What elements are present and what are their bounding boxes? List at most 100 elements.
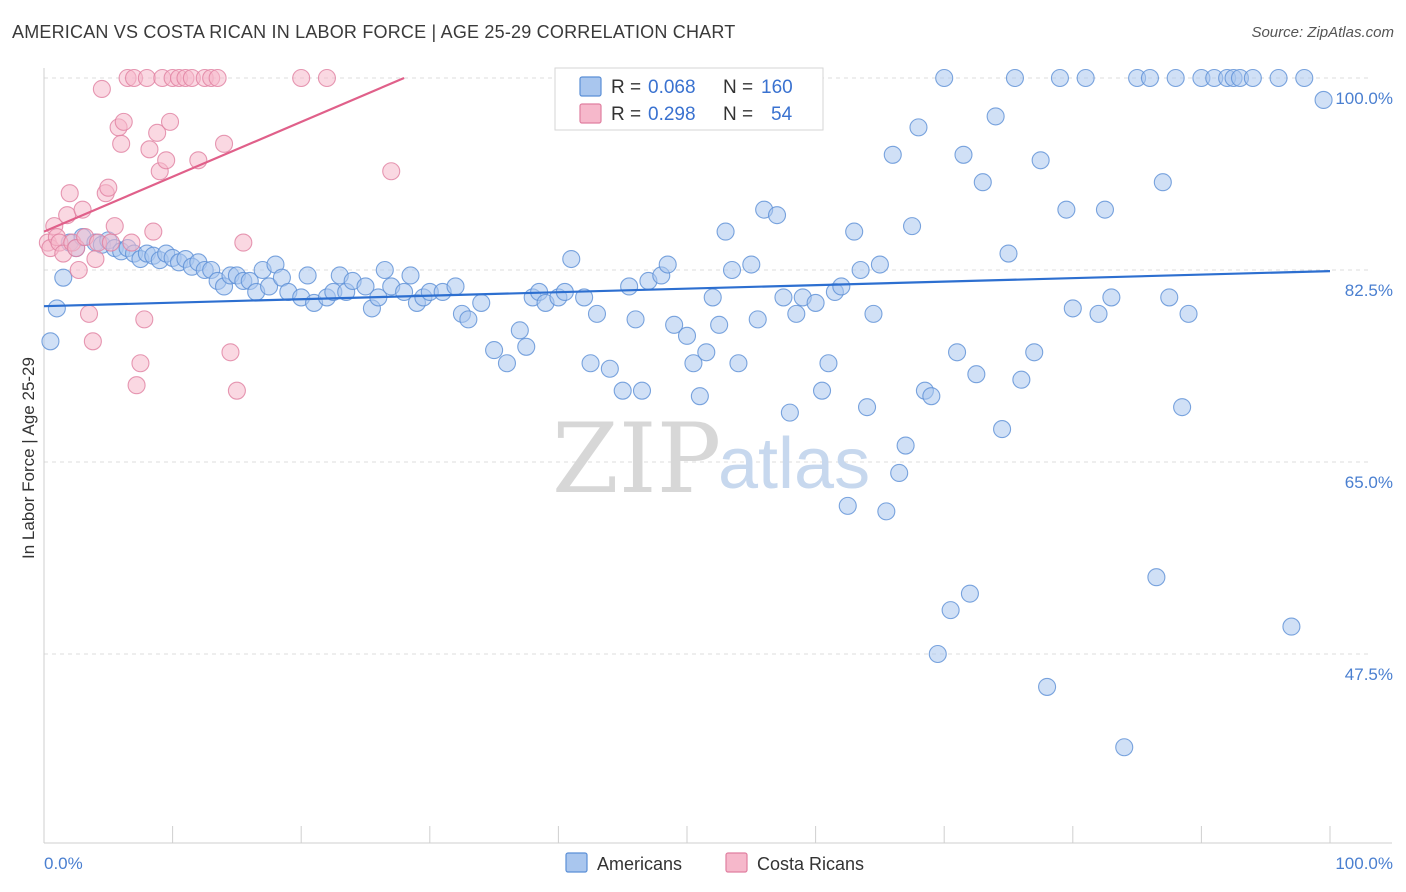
american-point <box>742 255 761 274</box>
american-point <box>1005 68 1024 88</box>
american-point <box>806 293 825 312</box>
costa-rican-point <box>227 381 246 400</box>
y-tick-label: 47.5% <box>1345 665 1393 684</box>
series-layer <box>38 68 1333 757</box>
american-point <box>864 304 883 323</box>
american-point <box>1314 90 1333 109</box>
american-point <box>1173 398 1192 417</box>
costa-rican-point <box>79 304 99 323</box>
american-point <box>375 260 394 280</box>
american-point <box>510 321 529 340</box>
american-point <box>356 277 375 296</box>
costa-rican-point <box>160 112 180 131</box>
legend-n-label-americans: N = <box>723 77 753 98</box>
american-point <box>684 354 703 373</box>
american-point <box>838 496 857 515</box>
american-point <box>973 173 992 192</box>
y-tick-label: 82.5% <box>1345 281 1393 300</box>
costa-rican-point <box>69 260 88 280</box>
american-point <box>710 315 729 334</box>
american-point <box>787 304 806 323</box>
costa-rican-point <box>208 68 227 88</box>
american-point <box>767 206 787 225</box>
costa-rican-point <box>105 217 124 236</box>
costa-rican-point <box>101 233 120 252</box>
costa-rican-point <box>317 68 336 88</box>
american-point <box>401 266 420 285</box>
american-point <box>613 381 632 400</box>
y-tick-label: 100.0% <box>1335 89 1393 108</box>
costa-rican-trend-line <box>43 76 405 233</box>
costa-rican-point <box>292 68 311 88</box>
american-point <box>1269 68 1288 88</box>
american-point <box>909 118 928 137</box>
american-point <box>851 260 870 280</box>
american-point <box>587 304 607 323</box>
costa-rican-point <box>92 79 111 99</box>
american-point <box>1147 568 1166 587</box>
costa-rican-point <box>144 222 163 241</box>
american-point <box>1095 200 1114 219</box>
bottom-legend-label-costa-ricans: Costa Ricans <box>757 854 864 874</box>
legend-r-value-americans: 0.068 <box>648 77 696 98</box>
american-point <box>1153 173 1172 192</box>
american-point <box>1025 343 1044 362</box>
american-point <box>954 145 973 164</box>
american-point <box>902 217 922 236</box>
american-point <box>1282 617 1301 636</box>
american-point <box>1115 738 1134 757</box>
american-point <box>41 332 60 351</box>
american-point <box>877 502 896 521</box>
american-point <box>485 341 504 360</box>
american-point <box>665 315 684 334</box>
source-label: Source: ZipAtlas.com <box>1251 24 1394 41</box>
american-point <box>632 381 652 400</box>
watermark: ZIP atlas <box>552 403 870 515</box>
costa-rican-point <box>83 332 102 351</box>
american-point <box>298 266 317 285</box>
american-trend-line <box>43 269 1331 308</box>
american-point <box>986 107 1005 126</box>
legend-n-value-americans: 160 <box>761 77 793 98</box>
bottom-legend-swatch-americans <box>565 852 588 873</box>
american-point <box>890 463 909 483</box>
watermark-atlas: atlas <box>718 424 870 504</box>
american-point <box>1012 370 1031 389</box>
american-point <box>677 326 697 345</box>
american-point <box>1295 68 1314 88</box>
american-point <box>1057 200 1076 219</box>
american-point <box>948 343 967 362</box>
legend-swatch-costa-ricans <box>579 103 602 124</box>
american-point <box>54 268 73 287</box>
costa-rican-point <box>382 162 401 181</box>
y-tick-label: 65.0% <box>1345 473 1393 492</box>
costa-rican-point <box>140 140 159 159</box>
american-point <box>812 381 832 400</box>
bottom-legend-swatch-costa-ricans <box>725 852 748 873</box>
costa-rican-point <box>122 233 141 252</box>
american-point <box>870 255 889 274</box>
american-point <box>517 337 536 356</box>
series-costa-ricans <box>38 68 401 400</box>
y-axis-title: In Labor Force | Age 25-29 <box>19 357 38 559</box>
american-point <box>1063 299 1082 318</box>
legend-n-label-costa-ricans: N = <box>723 104 753 125</box>
american-point <box>600 359 619 378</box>
american-point <box>620 277 639 296</box>
american-point <box>967 365 986 384</box>
costa-rican-point <box>112 134 131 153</box>
american-point <box>459 310 478 329</box>
legend-swatch-americans <box>579 76 602 97</box>
x-tick-label-min: 0.0% <box>44 854 83 873</box>
american-point <box>896 436 915 455</box>
series-americans <box>41 68 1333 757</box>
american-point <box>960 584 979 603</box>
american-point <box>472 293 491 312</box>
costa-rican-point <box>148 123 167 142</box>
american-point <box>1031 151 1050 170</box>
grid-lines <box>44 77 1370 655</box>
american-point <box>658 255 677 274</box>
american-point <box>748 310 767 329</box>
bottom-legend: Americans Costa Ricans <box>565 852 864 874</box>
